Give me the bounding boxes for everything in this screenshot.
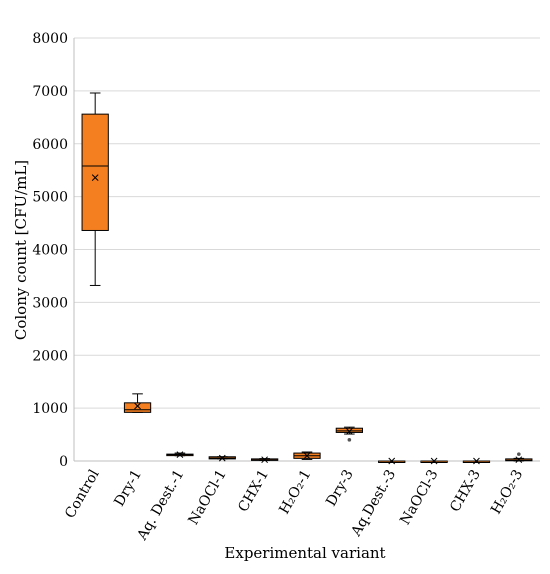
box-4 — [251, 456, 279, 464]
outlier-point — [347, 438, 352, 442]
y-axis-label: Colony count [CFU/mL] — [12, 160, 30, 340]
boxes — [81, 92, 533, 465]
box-2 — [166, 451, 194, 459]
box-10 — [505, 452, 533, 464]
axes — [73, 38, 540, 462]
y-tick-label: 5000 — [32, 190, 68, 206]
mean-marker — [515, 456, 523, 464]
x-tick-label: H₂O₂-1 — [276, 467, 314, 517]
y-tick-label: 3000 — [32, 295, 68, 311]
y-tick-label: 0 — [59, 454, 68, 470]
iqr-box — [335, 427, 363, 433]
mean-marker — [218, 454, 226, 462]
mean-marker — [388, 457, 396, 465]
mean-marker — [176, 451, 184, 459]
box-9 — [462, 457, 491, 465]
x-tick-label: H₂O₂-3 — [488, 467, 526, 517]
x-tick-label: NaOCl-1 — [185, 467, 229, 528]
mean-marker — [134, 402, 141, 410]
iqr-box — [81, 113, 109, 231]
mean-marker — [346, 428, 353, 435]
y-tick-label: 4000 — [32, 243, 68, 259]
box-8 — [420, 457, 448, 465]
y-tick-label: 6000 — [32, 137, 68, 153]
x-tick-label: Dry-1 — [111, 467, 145, 509]
box-6 — [335, 426, 363, 442]
y-tick-label: 8000 — [32, 31, 68, 47]
x-tick-label: NaOCl-3 — [397, 467, 441, 528]
mean-marker — [473, 457, 480, 465]
outlier-point — [517, 452, 521, 456]
x-tick-label: Dry-3 — [323, 467, 357, 509]
y-tick-label: 7000 — [32, 84, 68, 100]
y-tick-label: 1000 — [32, 401, 68, 417]
mean-marker — [303, 452, 311, 460]
x-tick-label: CHX-3 — [447, 467, 484, 515]
x-tick-label: Aq.Dest.-3 — [348, 467, 399, 540]
mean-marker — [261, 456, 268, 464]
box-5 — [293, 451, 321, 460]
iqr-box — [123, 402, 152, 413]
box-3 — [208, 454, 236, 462]
grid-lines — [74, 37, 540, 409]
y-tick-labels: 0 1000 2000 3000 4000 5000 6000 7000 8000 — [32, 31, 68, 470]
x-axis-label: Experimental variant — [224, 544, 385, 562]
mean-marker — [430, 457, 438, 465]
y-tick-label: 2000 — [32, 348, 68, 364]
box-0 — [81, 92, 109, 286]
box-1 — [123, 393, 152, 413]
box-7 — [378, 457, 406, 465]
x-tick-label: Control — [62, 467, 103, 522]
mean-marker — [91, 174, 99, 181]
x-tick-label: CHX-1 — [235, 467, 272, 515]
